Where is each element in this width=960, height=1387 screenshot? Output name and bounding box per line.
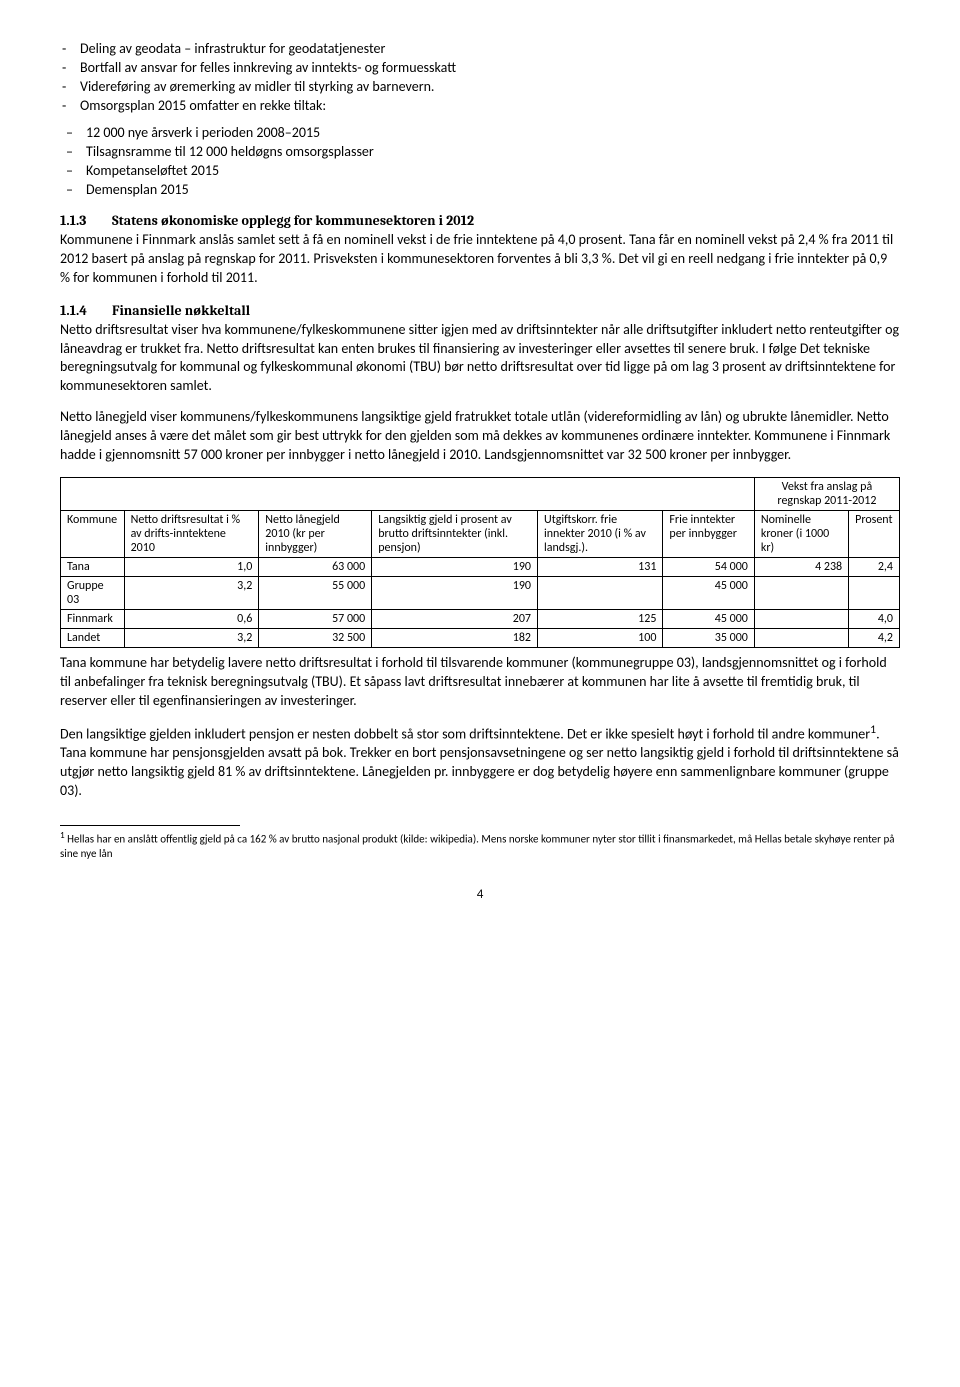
bullet-item: Omsorgsplan 2015 omfatter en rekke tilta… xyxy=(80,97,900,114)
bullet-item: Videreføring av øremerking av midler til… xyxy=(80,78,900,95)
sub-bullet-item: Kompetanseløftet 2015 xyxy=(86,162,900,179)
cell: 3,2 xyxy=(124,576,259,609)
table-row: Tana 1,0 63 000 190 131 54 000 4 238 2,4 xyxy=(61,557,900,576)
section-113-paragraph: Kommunene i Finnmark anslås samlet sett … xyxy=(60,231,900,288)
cell: 125 xyxy=(538,609,663,628)
cell: 55 000 xyxy=(259,576,372,609)
table-row: Landet 3,2 32 500 182 100 35 000 4,2 xyxy=(61,628,900,647)
section-heading-114: 1.1.4Finansielle nøkkeltall xyxy=(60,302,900,319)
col-header: Netto driftsresultat i % av drifts-innte… xyxy=(124,510,259,557)
cell: 182 xyxy=(372,628,538,647)
cell: 190 xyxy=(372,557,538,576)
cell: 54 000 xyxy=(663,557,754,576)
sub-bullet-item: Demensplan 2015 xyxy=(86,181,900,198)
footnote-separator xyxy=(60,825,240,826)
col-header: Frie inntekter per innbygger xyxy=(663,510,754,557)
cell: 45 000 xyxy=(663,576,754,609)
after-table-paragraph-2: Den langsiktige gjelden inkludert pensjo… xyxy=(60,723,900,801)
cell: 2,4 xyxy=(849,557,900,576)
cell xyxy=(538,576,663,609)
section-114-paragraph-2: Netto lånegjeld viser kommunens/fylkesko… xyxy=(60,408,900,465)
cell: Gruppe 03 xyxy=(61,576,125,609)
cell xyxy=(849,576,900,609)
section-number: 1.1.3 xyxy=(60,212,112,229)
text-run: Den langsiktige gjelden inkludert pensjo… xyxy=(60,725,870,742)
page-number: 4 xyxy=(60,887,900,902)
sub-bullet-list: 12 000 nye årsverk i perioden 2008–2015 … xyxy=(60,124,900,198)
cell xyxy=(754,628,848,647)
col-header: Prosent xyxy=(849,510,900,557)
cell: 4,2 xyxy=(849,628,900,647)
after-table-paragraph-1: Tana kommune har betydelig lavere netto … xyxy=(60,654,900,711)
empty-header-cell xyxy=(61,477,755,510)
col-header: Langsiktig gjeld i prosent av brutto dri… xyxy=(372,510,538,557)
sub-bullet-item: Tilsagnsramme til 12 000 heldøgns omsorg… xyxy=(86,143,900,160)
cell: 32 500 xyxy=(259,628,372,647)
cell: Landet xyxy=(61,628,125,647)
table-row: Gruppe 03 3,2 55 000 190 45 000 xyxy=(61,576,900,609)
section-number: 1.1.4 xyxy=(60,302,112,319)
cell: 4 238 xyxy=(754,557,848,576)
cell xyxy=(754,576,848,609)
cell: 100 xyxy=(538,628,663,647)
cell: 63 000 xyxy=(259,557,372,576)
cell: 1,0 xyxy=(124,557,259,576)
bullet-item: Bortfall av ansvar for felles innkreving… xyxy=(80,59,900,76)
footnote-body: Hellas har en anslått offentlig gjeld på… xyxy=(60,832,895,859)
section-title: Finansielle nøkkeltall xyxy=(112,302,250,319)
col-header: Nominelle kroner (i 1000 kr) xyxy=(754,510,848,557)
section-114-paragraph-1: Netto driftsresultat viser hva kommunene… xyxy=(60,321,900,397)
table-row: Finnmark 0,6 57 000 207 125 45 000 4,0 xyxy=(61,609,900,628)
cell: 3,2 xyxy=(124,628,259,647)
bullet-item: Deling av geodata – infrastruktur for ge… xyxy=(80,40,900,57)
cell: 45 000 xyxy=(663,609,754,628)
cell: 4,0 xyxy=(849,609,900,628)
cell: 35 000 xyxy=(663,628,754,647)
cell: Finnmark xyxy=(61,609,125,628)
col-header: Utgiftskorr. frie innekter 2010 (i % av … xyxy=(538,510,663,557)
financial-table: Vekst fra anslag på regnskap 2011-2012 K… xyxy=(60,477,900,648)
footnote-text: 1 Hellas har en anslått offentlig gjeld … xyxy=(60,830,900,861)
top-bullet-list: Deling av geodata – infrastruktur for ge… xyxy=(60,40,900,114)
cell: 207 xyxy=(372,609,538,628)
sub-bullet-item: 12 000 nye årsverk i perioden 2008–2015 xyxy=(86,124,900,141)
cell: 131 xyxy=(538,557,663,576)
section-title: Statens økonomiske opplegg for kommunese… xyxy=(112,212,474,229)
span-header: Vekst fra anslag på regnskap 2011-2012 xyxy=(754,477,899,510)
section-heading-113: 1.1.3Statens økonomiske opplegg for komm… xyxy=(60,212,900,229)
col-header: Kommune xyxy=(61,510,125,557)
col-header: Netto lånegjeld 2010 (kr per innbygger) xyxy=(259,510,372,557)
cell: Tana xyxy=(61,557,125,576)
cell: 57 000 xyxy=(259,609,372,628)
cell xyxy=(754,609,848,628)
cell: 0,6 xyxy=(124,609,259,628)
cell: 190 xyxy=(372,576,538,609)
